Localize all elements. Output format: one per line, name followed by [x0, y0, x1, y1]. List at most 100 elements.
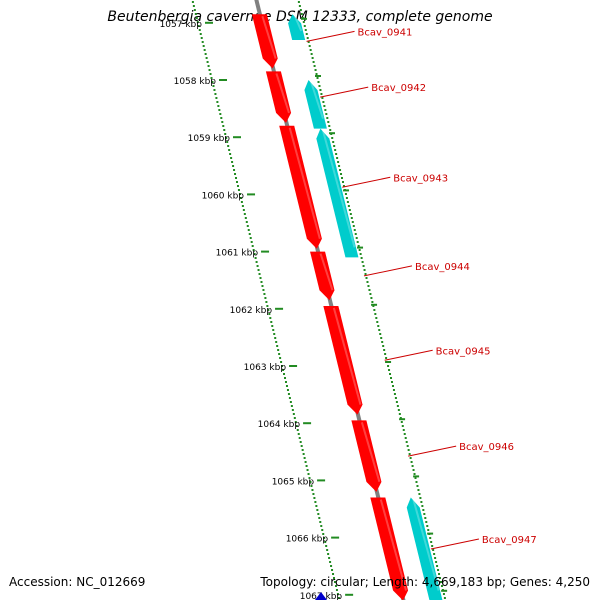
- forward-gene-arrow-shade: [288, 127, 321, 240]
- inner-dotted-guide: [284, 381, 287, 383]
- inner-dotted-guide: [331, 569, 334, 571]
- inner-dotted-guide: [292, 413, 295, 415]
- inner-dotted-guide: [270, 321, 273, 323]
- scale-tick-label: 1066 kbp: [286, 535, 329, 545]
- inner-dotted-guide: [213, 89, 216, 91]
- outer-dotted-guide: [417, 489, 420, 491]
- outer-dotted-guide: [398, 413, 401, 415]
- inner-dotted-guide: [313, 497, 316, 499]
- gene-label: Bcav_0942: [371, 83, 426, 94]
- inner-dotted-guide: [233, 169, 236, 171]
- forward-gene-arrow: [310, 251, 335, 301]
- inner-dotted-guide: [328, 557, 331, 559]
- outer-dotted-guide: [347, 205, 350, 207]
- gene-label-leader: [384, 349, 433, 361]
- outer-dotted-guide: [367, 285, 370, 287]
- inner-dotted-guide: [255, 261, 258, 263]
- inner-dotted-guide: [225, 137, 228, 139]
- inner-dotted-guide: [210, 77, 213, 79]
- outer-dotted-guide: [310, 53, 313, 55]
- inner-dotted-guide: [299, 441, 302, 443]
- outer-dotted-guide: [425, 521, 428, 523]
- inner-dotted-guide: [283, 373, 286, 375]
- inner-dotted-guide: [330, 565, 333, 567]
- inner-dotted-guide: [274, 337, 277, 339]
- outer-dotted-guide: [298, 5, 301, 7]
- forward-gene-arrow-shade: [261, 15, 277, 59]
- inner-dotted-guide: [264, 297, 267, 299]
- outer-dotted-guide: [435, 561, 438, 563]
- inner-dotted-guide: [229, 153, 232, 155]
- inner-dotted-guide: [297, 433, 300, 435]
- outer-dotted-guide: [379, 333, 382, 335]
- outer-dotted-guide: [396, 405, 399, 407]
- inner-dotted-guide: [232, 165, 235, 167]
- outer-dotted-guide: [321, 97, 324, 99]
- outer-dotted-guide: [372, 305, 375, 307]
- inner-dotted-guide: [251, 245, 254, 247]
- outer-dotted-guide: [401, 425, 404, 427]
- gene-label-leader: [342, 176, 391, 188]
- outer-dotted-guide: [308, 45, 311, 47]
- inner-dotted-guide: [239, 197, 242, 199]
- outer-dotted-guide: [314, 69, 317, 71]
- inner-dotted-guide: [290, 405, 293, 407]
- inner-dotted-guide: [235, 177, 238, 179]
- outer-dotted-guide: [434, 557, 437, 559]
- inner-dotted-guide: [219, 113, 222, 115]
- accession-label: Accession: NC_012669: [9, 575, 146, 589]
- inner-dotted-guide: [327, 553, 330, 555]
- outer-dotted-guide: [352, 225, 355, 227]
- outer-dotted-guide: [360, 257, 363, 259]
- inner-dotted-guide: [332, 573, 335, 575]
- outer-dotted-guide: [365, 277, 368, 279]
- inner-dotted-guide: [257, 269, 260, 271]
- inner-dotted-guide: [282, 369, 285, 371]
- inner-dotted-guide: [199, 33, 202, 35]
- inner-dotted-guide: [275, 341, 278, 343]
- outer-dotted-guide: [342, 185, 345, 187]
- inner-dotted-guide: [231, 161, 234, 163]
- inner-dotted-guide: [287, 393, 290, 395]
- outer-dotted-guide: [374, 313, 377, 315]
- outer-dotted-guide: [312, 61, 315, 63]
- inner-dotted-guide: [271, 325, 274, 327]
- outer-dotted-guide: [383, 349, 386, 351]
- outer-dotted-guide: [424, 517, 427, 519]
- outer-dotted-guide: [377, 325, 380, 327]
- outer-dotted-guide: [329, 129, 332, 131]
- outer-dotted-guide: [313, 65, 316, 67]
- outer-dotted-guide: [421, 505, 424, 507]
- inner-dotted-guide: [285, 385, 288, 387]
- inner-dotted-guide: [278, 353, 281, 355]
- outer-dotted-guide: [400, 421, 403, 423]
- gene-label: Bcav_0946: [459, 442, 514, 453]
- blue-feature-marker: [315, 592, 327, 600]
- inner-dotted-guide: [319, 521, 322, 523]
- outer-dotted-guide: [297, 1, 300, 3]
- inner-dotted-guide: [263, 293, 266, 295]
- forward-gene-arrow: [351, 420, 382, 492]
- inner-dotted-guide: [272, 329, 275, 331]
- inner-dotted-guide: [237, 189, 240, 191]
- outer-dotted-guide: [369, 293, 372, 295]
- inner-dotted-guide: [217, 105, 220, 107]
- forward-gene-arrow-shade: [319, 253, 334, 291]
- inner-dotted-guide: [298, 437, 301, 439]
- inner-dotted-guide: [301, 449, 304, 451]
- outer-dotted-guide: [440, 585, 443, 587]
- gene-label: Bcav_0944: [415, 262, 470, 273]
- inner-dotted-guide: [191, 1, 194, 3]
- outer-dotted-guide: [423, 513, 426, 515]
- inner-dotted-guide: [304, 461, 307, 463]
- outer-dotted-guide: [309, 49, 312, 51]
- inner-dotted-guide: [221, 121, 224, 123]
- inner-dotted-guide: [218, 109, 221, 111]
- outer-dotted-guide: [438, 573, 441, 575]
- outer-dotted-guide: [341, 181, 344, 183]
- outer-dotted-guide: [439, 577, 442, 579]
- inner-dotted-guide: [201, 41, 204, 43]
- outer-dotted-guide: [351, 221, 354, 223]
- inner-dotted-guide: [307, 473, 310, 475]
